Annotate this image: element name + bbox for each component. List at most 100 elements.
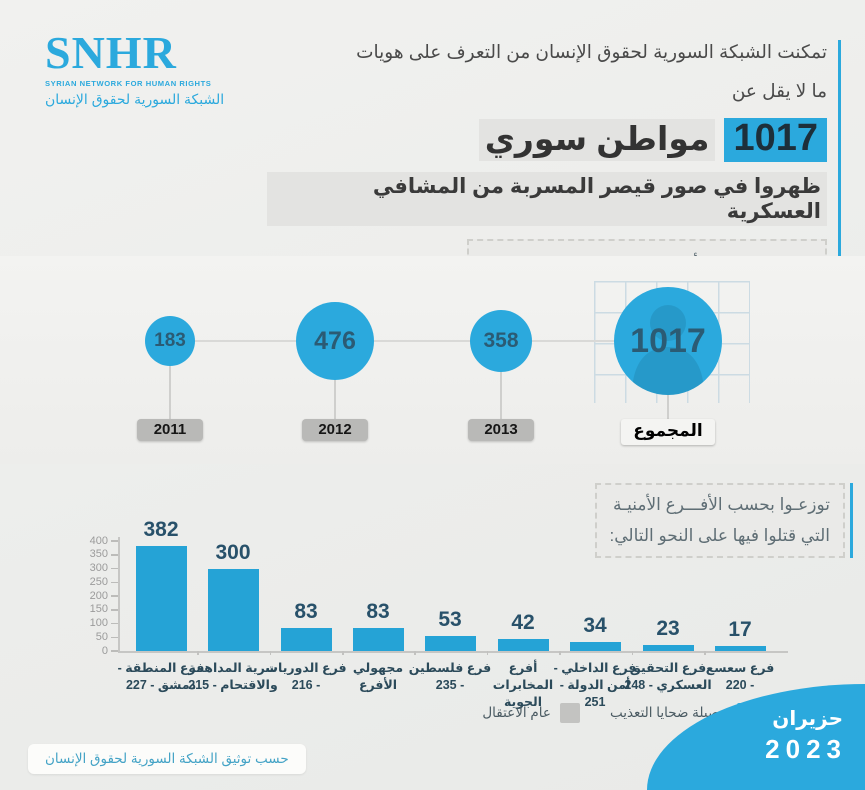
bar-7 — [642, 644, 694, 651]
bar-category-line: الأفرع — [358, 677, 398, 692]
y-axis-tick — [111, 636, 118, 638]
y-axis-line — [118, 537, 120, 651]
y-axis-tick — [111, 595, 118, 597]
intro-line-1: تمكنت الشبكة السورية لحقوق الإنسان من ال… — [356, 41, 827, 62]
bar-category-line: فرع سعسع — [705, 661, 775, 675]
timeline-bubble-المجموع: 1017 — [614, 287, 722, 395]
x-axis-tick — [269, 651, 271, 655]
timeline-drop-line — [500, 366, 502, 419]
bar-category-5: أفرع المخابرات الجوية — [477, 660, 569, 711]
x-axis-tick — [414, 651, 416, 655]
y-axis-label: 350 — [89, 548, 108, 561]
timeline-bubble-2012: 476 — [296, 302, 374, 380]
timeline-label-total: المجموع — [621, 419, 715, 445]
bar-category-line: سرية المداهمة — [188, 661, 278, 675]
source-note: حسب توثيق الشبكة السورية لحقوق الإنسان — [28, 744, 306, 774]
bar-category-line: فرع الداخلي - — [553, 661, 637, 675]
y-axis-label: 100 — [89, 617, 108, 629]
title-accent-bar — [850, 483, 853, 559]
badge-month: حزيران — [772, 708, 843, 730]
x-axis-tick — [342, 651, 344, 655]
timeline-drop-line — [334, 374, 336, 419]
headline: 1017 مواطن سوري — [267, 118, 827, 162]
y-axis-label: 250 — [89, 575, 108, 588]
bar-category-line: دمشق - 227 — [125, 677, 197, 692]
bar-value-7: 23 — [656, 616, 680, 640]
bar-category-line: أفرع المخابرات — [492, 661, 554, 692]
victim-count: 1017 — [724, 118, 827, 162]
y-axis-label: 300 — [89, 562, 108, 574]
bar-category-line: فرع التحقيق — [629, 661, 707, 675]
bar-value-1: 300 — [215, 540, 251, 564]
bar-category-1: سرية المداهمة والاقتحام - 215 — [187, 660, 279, 694]
y-axis-tick — [111, 650, 118, 652]
snhr-logo: SNHR SYRIAN NETWORK FOR HUMAN RIGHTS الش… — [45, 30, 224, 108]
bar-value-8: 17 — [728, 618, 752, 642]
timeline-label-2011: 2011 — [137, 419, 203, 441]
bar-value-6: 34 — [583, 613, 607, 637]
timeline-bubble-2011: 183 — [145, 316, 195, 366]
y-axis-tick — [111, 622, 118, 625]
legend-swatch-gray — [559, 703, 580, 723]
bar-value-4: 53 — [438, 608, 462, 632]
x-axis-tick — [704, 651, 706, 655]
bar-category-line: والاقتحام - 215 — [188, 677, 278, 692]
y-axis-label: 400 — [89, 534, 108, 547]
bar-category-line: أمن الدولة - 251 — [559, 677, 631, 709]
bar-category-8: فرع سعسع - 220 — [694, 660, 786, 694]
x-axis-line — [118, 651, 788, 653]
bar-category-6: فرع الداخلي - أمن الدولة - 251 — [549, 660, 641, 711]
bar-category-7: فرع التحقيق العسكري - 248 — [622, 660, 714, 694]
logo-name-en: SYRIAN NETWORK FOR HUMAN RIGHTS — [45, 79, 212, 88]
bar-2 — [280, 628, 332, 651]
bar-category-line: فرع فلسطين — [408, 661, 492, 675]
bar-category-line: فرع المنطقة - — [117, 661, 205, 675]
bubble-value: 1017 — [630, 321, 706, 360]
bar-category-line: فرع الدوريات — [265, 661, 347, 675]
bar-category-line: الجوية — [503, 694, 543, 709]
headline-subtitle: ظهروا في صور قيصر المسربة من المشافي الع… — [267, 171, 827, 226]
bar-category-2: فرع الدوريات - 216 — [260, 660, 352, 694]
bar-8 — [714, 646, 766, 651]
timeline-label-2012: 2012 — [302, 419, 368, 441]
y-axis-tick — [111, 567, 118, 570]
person-silhouette-icon — [632, 305, 704, 395]
legend-label-arrest-year: عام الاعتقال — [482, 705, 551, 720]
timeline-connector — [170, 340, 668, 342]
bar-title-line-1: توزعـوا بحسب الأفـــرع الأمنيـة — [613, 495, 830, 514]
y-axis-label: 50 — [95, 630, 108, 643]
bar-title-line-2: التي قتلوا فيها على النحو التالي: — [609, 525, 831, 545]
logo-name-ar: الشبكة السورية لحقوق الإنسان — [45, 91, 225, 107]
bar-category-line: - 220 — [725, 677, 755, 692]
bubble-value: 183 — [154, 330, 186, 351]
y-axis-label: 150 — [89, 603, 108, 616]
x-axis-tick — [559, 651, 561, 655]
bar-5 — [497, 639, 549, 651]
legend-item-arrest-year: عام الاعتقال — [482, 703, 580, 723]
y-axis-tick — [111, 609, 118, 611]
bar-category-line: - 235 — [435, 677, 465, 692]
bar-value-3: 83 — [366, 600, 390, 624]
bar-category-line: - 216 — [291, 677, 321, 692]
timeline-bubble-2013: 358 — [470, 310, 532, 372]
bubble-value: 358 — [483, 329, 519, 352]
bar-0 — [135, 545, 187, 651]
x-axis-tick — [486, 651, 488, 655]
bubble-value: 476 — [314, 326, 356, 355]
y-axis-tick — [111, 554, 118, 556]
bar-value-2: 83 — [294, 600, 318, 624]
y-axis-label: 0 — [101, 644, 108, 657]
victim-count-label: مواطن سوري — [478, 119, 716, 161]
logo-acronym: SNHR — [45, 27, 177, 78]
bar-6 — [569, 641, 621, 651]
bar-category-0: فرع المنطقة - دمشق - 227 — [115, 660, 207, 694]
y-axis-tick — [111, 540, 118, 542]
bar-value-0: 382 — [143, 517, 179, 541]
badge-year: 2023 — [765, 734, 847, 764]
bar-4 — [424, 636, 476, 651]
y-axis-tick — [111, 581, 118, 583]
bar-3 — [352, 628, 404, 651]
intro-line-2: ما لا يقل عن — [731, 80, 827, 102]
bar-category-line: العسكري - 248 — [624, 677, 712, 692]
